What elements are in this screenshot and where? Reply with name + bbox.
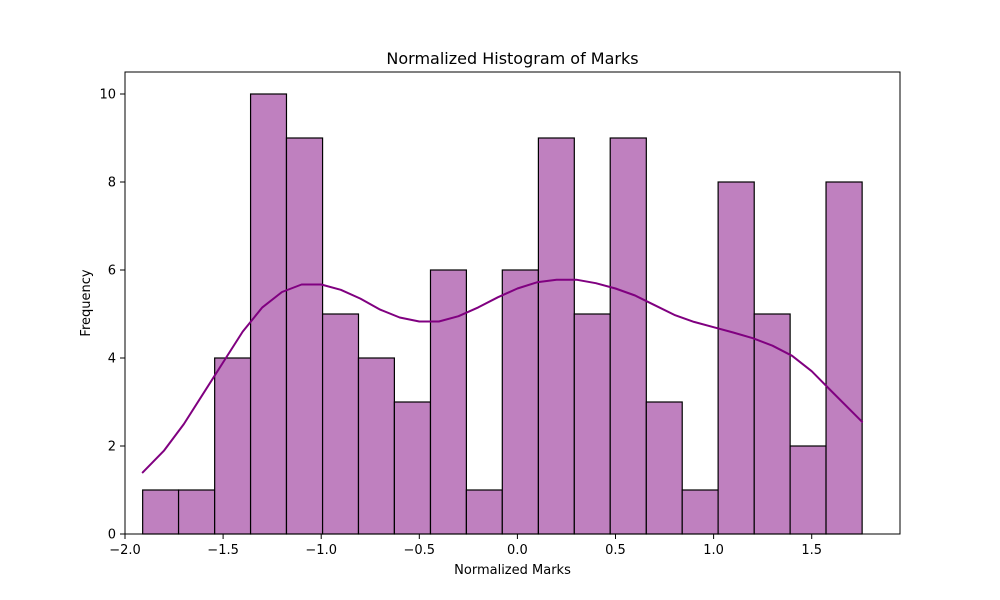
plot-frame [124, 71, 901, 535]
y-tick-label: 10 [99, 88, 116, 103]
x-axis-label: Normalized Marks [454, 563, 571, 578]
histogram-bar [321, 313, 360, 535]
kde-curve [141, 278, 864, 474]
x-tick-label: −1.5 [207, 543, 239, 558]
y-axis-ticks: 0 2 4 6 8 10 [99, 88, 125, 543]
histogram-bar [285, 137, 324, 535]
x-tick-label: −0.5 [404, 543, 436, 558]
histogram-bar [609, 137, 647, 535]
x-tick-label: −1.0 [305, 543, 337, 558]
histogram-bar [465, 489, 503, 535]
bars-layer [142, 93, 863, 535]
histogram-bar [753, 313, 791, 535]
histogram-bar [573, 313, 611, 535]
x-tick-label: 1.5 [801, 543, 822, 558]
histogram-bar [645, 401, 683, 535]
histogram-bar [393, 401, 432, 535]
y-tick-label: 2 [108, 440, 116, 455]
y-tick-label: 8 [108, 176, 116, 191]
x-tick-label: 0.0 [507, 543, 528, 558]
kde-layer [141, 278, 864, 474]
histogram-bar [357, 357, 395, 535]
x-tick-label: 1.0 [703, 543, 724, 558]
x-tick-label: −2.0 [109, 543, 141, 558]
chart-title: Normalized Histogram of Marks [386, 49, 638, 68]
histogram-bar [177, 489, 216, 535]
histogram-bar [501, 269, 539, 535]
y-tick-label: 6 [108, 264, 116, 279]
histogram-bar [537, 137, 575, 535]
x-tick-label: 0.5 [605, 543, 626, 558]
histogram-bar [789, 445, 827, 535]
y-tick-label: 0 [108, 528, 116, 543]
histogram-bar [429, 269, 467, 535]
y-tick-label: 4 [108, 352, 116, 367]
y-axis-label: Frequency [79, 269, 94, 336]
x-axis-ticks: −2.0 −1.5 −1.0 −0.5 0.0 0.5 1.0 1.5 [109, 534, 822, 558]
histogram-bar [214, 357, 252, 535]
histogram-bar [717, 181, 755, 535]
histogram-bar [142, 489, 180, 535]
histogram-bar [825, 181, 863, 535]
histogram-bar [681, 489, 719, 535]
